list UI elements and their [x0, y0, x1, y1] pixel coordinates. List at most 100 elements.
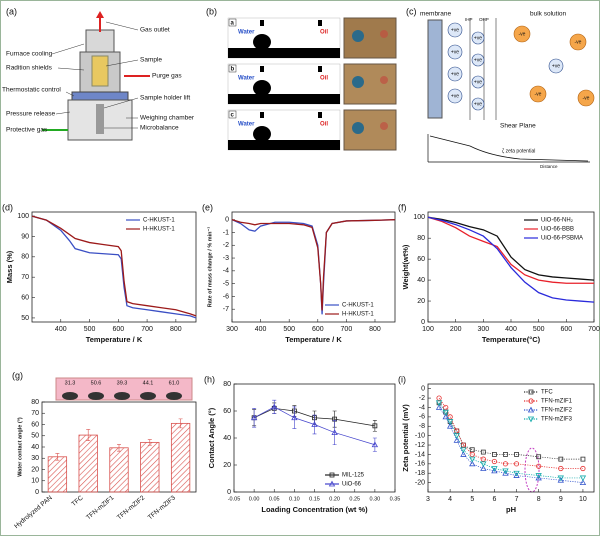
label: Distance — [540, 164, 558, 169]
panel-a: (a) Gas outlet Furnace cooling Sample Ra… — [2, 6, 195, 141]
y-tick-label: -10 — [415, 432, 425, 439]
needle — [260, 20, 264, 26]
marker — [491, 452, 497, 457]
marker — [513, 472, 520, 478]
marker — [480, 456, 486, 462]
panel-label: (g) — [12, 370, 23, 380]
panel-label: (e) — [202, 202, 213, 212]
marker — [580, 456, 586, 462]
y-tick-label: 0 — [421, 386, 425, 393]
substrate — [228, 94, 340, 104]
y-tick-label: -5 — [223, 280, 229, 287]
legend-label: TFC — [541, 390, 553, 396]
legend-label: H-HKUST-1 — [143, 227, 175, 233]
sample-holder — [91, 55, 109, 87]
y-tick-label: 0 — [421, 319, 425, 326]
x-tick-label: 7 — [515, 496, 519, 503]
x-tick-label: 0.30 — [370, 496, 381, 502]
y-tick-label: 10 — [31, 478, 39, 485]
series-line — [31, 215, 197, 317]
marker — [371, 441, 379, 448]
fabric-photo — [343, 17, 397, 59]
x-tick-label: 500 — [533, 326, 545, 333]
marker — [558, 465, 564, 472]
tag: b — [231, 67, 235, 73]
marker — [557, 476, 564, 483]
x-tick-label: 700 — [588, 326, 600, 333]
label: Purge gas — [152, 73, 182, 80]
gas-arrow-head — [96, 11, 104, 18]
chart: (f) 0 20 40 60 80 100 100 200 300 400 500 600 700 Temp… — [398, 202, 600, 344]
chart: (h) 0 20 40 60 80 -0.05 0.00 0.05 0.10 0.15 0.20 0.2… — [204, 374, 400, 514]
x-tick-label: 600 — [560, 326, 572, 333]
marker — [491, 467, 498, 474]
panel-label: (i) — [398, 374, 406, 384]
label: OHP — [479, 17, 489, 22]
y-axis-label: Contact Angle (°) — [207, 407, 216, 468]
value-label: 31.3 — [65, 380, 76, 386]
x-tick-label: 800 — [369, 326, 381, 333]
y-tick-label: -3 — [223, 255, 229, 262]
panel-c: (c) membrane bulk solution IHP OHP +ve+v… — [406, 6, 595, 169]
x-tick-label: 800 — [170, 326, 182, 333]
marker — [443, 404, 449, 411]
y-tick-label: -1 — [223, 229, 229, 236]
error-bar — [372, 437, 377, 452]
marker — [480, 465, 487, 471]
y-tick-label: 80 — [31, 399, 39, 406]
needle — [318, 20, 322, 26]
y-tick-label: 30 — [31, 455, 39, 462]
oil-label: Oil — [320, 30, 328, 36]
series-line — [427, 216, 594, 284]
bar — [78, 434, 98, 493]
y-tick-label: 90 — [21, 233, 29, 240]
legend-label: C-HKUST-1 — [143, 218, 175, 224]
x-tick-label: 700 — [341, 326, 353, 333]
y-tick-label: 0 — [227, 489, 231, 496]
error-bar — [332, 420, 337, 446]
substrate — [228, 140, 340, 150]
marker — [579, 479, 587, 486]
label: ζ zeta potential — [502, 148, 535, 154]
y-tick-label: 80 — [21, 254, 29, 261]
x-tick-label: 700 — [141, 326, 153, 333]
x-tick-label: 200 — [450, 326, 462, 333]
marker — [535, 474, 542, 481]
marker — [536, 454, 542, 460]
y-tick-label: -16 — [415, 461, 425, 468]
series-line — [231, 219, 396, 311]
legend-marker — [528, 398, 534, 404]
y-tick-label: -6 — [419, 414, 425, 421]
y-tick-label: -7 — [223, 306, 229, 313]
cation — [471, 31, 485, 45]
oil-drop — [380, 122, 388, 130]
chart: (i) 0 -2 -4 -6 -8 -10 -12 -14 -16 -18 -20 3 4 5 6 7 8 9 10 p… — [398, 374, 595, 514]
droplet-photo — [114, 392, 130, 400]
y-tick-label: -4 — [419, 404, 425, 411]
legend-label: UiO-66-NH₂ — [541, 218, 574, 224]
droplet — [253, 126, 271, 142]
y-tick-label: -14 — [415, 451, 425, 458]
tag: c — [231, 113, 235, 119]
x-tick-label: 0.20 — [329, 496, 340, 502]
ions: +ve +ve +ve +ve +ve +ve +ve +ve -ve -ve -ve -ve +ve — [447, 22, 595, 111]
cation — [471, 97, 485, 111]
label: membrane — [420, 11, 451, 18]
thermostat — [71, 91, 129, 101]
ion-label: -ve — [575, 39, 582, 45]
marker — [558, 456, 564, 462]
label: Protective gas — [6, 127, 48, 134]
y-tick-label: -2 — [223, 242, 229, 249]
panel-label: (a) — [6, 6, 17, 16]
marker — [503, 452, 508, 457]
x-tick-label: 3 — [426, 496, 430, 503]
x-tick-label: 10 — [579, 496, 587, 503]
x-tick-label: 100 — [422, 326, 434, 333]
tag-box — [228, 64, 237, 73]
furnace-top — [85, 29, 115, 53]
x-tick-label: 400 — [505, 326, 517, 333]
x-tick-label: 300 — [477, 326, 489, 333]
